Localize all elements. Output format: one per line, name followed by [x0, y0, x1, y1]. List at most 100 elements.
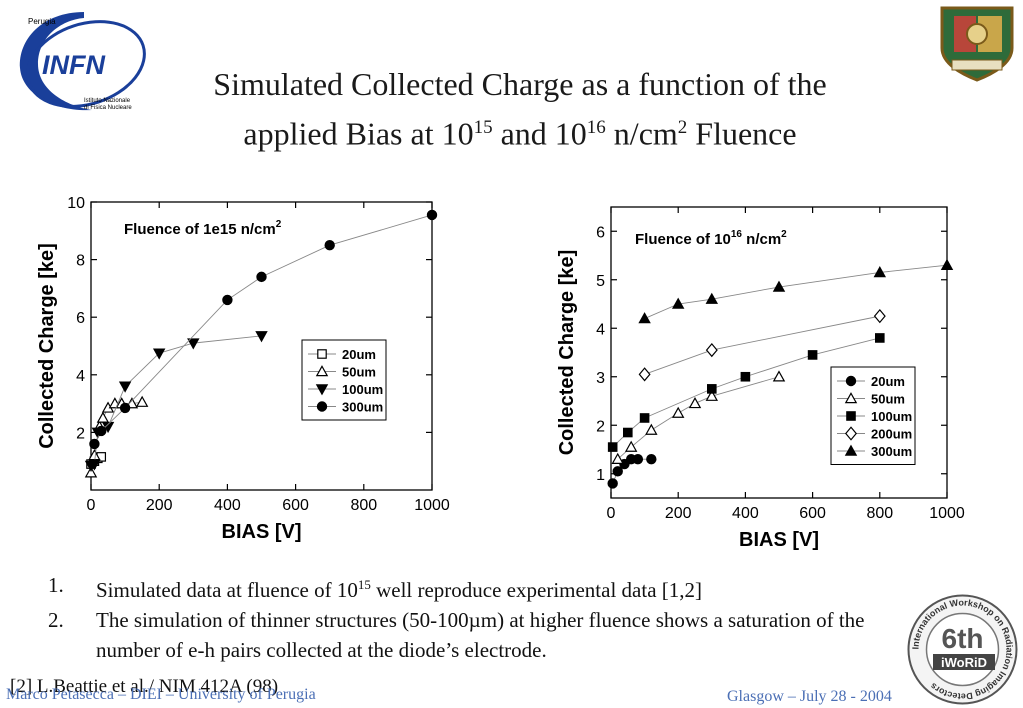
legend-marker [315, 365, 329, 377]
legend-label: 300um [342, 400, 383, 415]
data-point [671, 406, 685, 418]
x-tick-label: 0 [607, 505, 616, 522]
reference-text: [2] L.Beattie et al./ NIM 412A (98) [10, 676, 279, 697]
x-tick-label: 800 [350, 497, 377, 514]
chart-annotation: Fluence of 1016 n/cm2 [635, 229, 787, 248]
y-tick-label: 6 [76, 310, 85, 327]
note-sup: 15 [357, 577, 371, 592]
x-tick-label: 600 [282, 497, 309, 514]
data-point [740, 371, 751, 382]
data-point [607, 478, 618, 489]
chart-fluence-1e16: 0 200 400 600 800 1000 1 2 3 4 5 6 BIAS [V] Collected… [556, 206, 965, 551]
title-part: n/cm [605, 115, 678, 152]
data-point [222, 294, 233, 306]
data-point [256, 271, 267, 283]
legend-label: 50um [342, 365, 376, 380]
data-point [638, 312, 651, 324]
y-tick-label: 2 [76, 425, 85, 442]
data-point [187, 338, 200, 350]
legend-marker [315, 384, 329, 396]
title-sup: 15 [473, 117, 493, 138]
data-point [96, 411, 110, 423]
legend-marker [846, 411, 856, 421]
legend-label: 20um [871, 374, 905, 389]
data-point [611, 452, 624, 464]
title-part: applied Bias at 10 [243, 115, 474, 152]
data-point [89, 438, 100, 450]
data-point [638, 367, 651, 382]
series-100um [607, 333, 885, 452]
title-line-1: Simulated Collected Charge as a function… [213, 66, 827, 102]
infn-city: Perugia [28, 17, 56, 26]
x-axis-label: BIAS [V] [222, 521, 302, 543]
series-50um [611, 370, 786, 464]
legend-label: 50um [871, 392, 905, 407]
x-tick-label: 400 [732, 505, 759, 522]
data-point [324, 240, 335, 251]
note-item-1: 1. Simulated data at fluence of 1015 wel… [48, 570, 928, 605]
data-point [607, 442, 618, 452]
seal-sub: iWoRiD [941, 655, 987, 670]
data-point [705, 292, 719, 304]
university-emblem [940, 6, 1014, 82]
legend-label: 300um [871, 444, 912, 459]
legend-label: 20um [342, 347, 376, 362]
footer-author: Marco Petasecca – DIEI – University of P… [6, 686, 316, 703]
y-tick-label: 5 [596, 273, 605, 290]
y-tick-label: 8 [76, 253, 85, 270]
x-tick-label: 1000 [414, 497, 450, 514]
data-point [255, 331, 268, 343]
legend-marker [316, 401, 328, 412]
series-100um [84, 331, 268, 472]
data-point [772, 370, 786, 382]
data-point [873, 266, 887, 278]
y-tick-label: 3 [596, 370, 605, 387]
data-point [88, 459, 101, 471]
y-axis-label: Collected Charge [ke] [36, 243, 58, 449]
series-300um [89, 209, 438, 450]
y-tick-label: 10 [67, 195, 85, 212]
y-tick-label: 4 [596, 321, 605, 338]
data-point [705, 389, 719, 401]
legend-marker [845, 375, 857, 387]
series-line [644, 264, 948, 319]
note-item-2: 2. The simulation of thinner structures … [48, 605, 878, 665]
data-point [671, 297, 685, 309]
title-sup: 2 [677, 117, 688, 138]
data-point [84, 466, 98, 478]
title-sup: 16 [586, 117, 606, 138]
data-point [705, 342, 718, 358]
iworid-seal: International Workshop on Radiation Imag… [907, 594, 1018, 705]
legend-marker [317, 349, 327, 359]
note-text: Simulated data at fluence of 1015 well r… [96, 570, 702, 605]
data-point [807, 350, 818, 360]
infn-name: INFN [42, 50, 105, 80]
chart-fluence-1e15: 0 200 400 600 800 1000 2 4 6 8 10 BIAS [V] Collected… [36, 195, 450, 543]
data-point [772, 280, 786, 292]
series-line [90, 335, 262, 466]
infn-sub1: Istituto Nazionale [84, 98, 131, 104]
x-axis-label: BIAS [V] [739, 529, 819, 551]
note-text-part: Simulated data at fluence of 10 [96, 578, 358, 602]
x-tick-label: 0 [87, 497, 96, 514]
legend-label: 100um [342, 382, 383, 397]
title-line-2: applied Bias at 1015 and 1016 n/cm2 Flue… [150, 106, 890, 156]
x-tick-label: 200 [665, 505, 692, 522]
data-point [707, 384, 717, 394]
legend: 20um 50um 100um 200um 300um [830, 366, 916, 465]
series-line [644, 315, 880, 375]
y-tick-label: 6 [596, 224, 605, 241]
legend-marker [844, 392, 858, 404]
y-tick-label: 4 [76, 368, 85, 385]
seal-number: 6th [942, 623, 984, 654]
x-tick-label: 800 [866, 505, 893, 522]
data-point [118, 381, 132, 393]
data-point [940, 258, 954, 270]
data-point [612, 466, 623, 477]
note-number: 2. [48, 608, 64, 632]
data-point [875, 333, 885, 343]
data-point [426, 209, 438, 221]
data-point [135, 395, 149, 407]
plot-frame [90, 201, 433, 491]
x-tick-label: 400 [214, 497, 241, 514]
